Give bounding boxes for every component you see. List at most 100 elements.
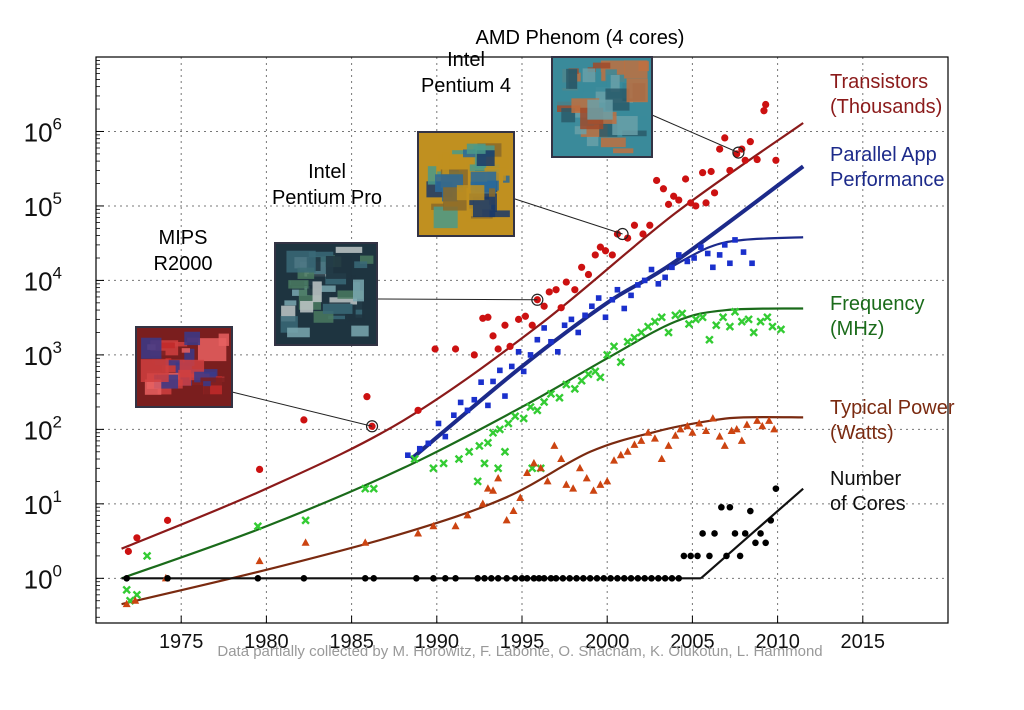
frequency-point <box>493 464 503 473</box>
cores-point <box>300 575 308 582</box>
frequency-point <box>698 313 707 322</box>
transistor-point <box>653 176 661 185</box>
parallel-perf-point <box>641 277 648 284</box>
parallel-perf-point <box>435 420 442 427</box>
transistor-point <box>760 107 768 115</box>
power-point <box>688 428 697 436</box>
cores-point <box>573 575 580 582</box>
cores-point <box>723 552 730 560</box>
cores-point <box>726 503 734 511</box>
y-tick-exponent: 3 <box>53 338 62 357</box>
frequency-point <box>609 342 619 351</box>
power-point <box>536 463 545 472</box>
frequency-point <box>630 333 639 342</box>
y-tick-exponent: 2 <box>53 412 62 431</box>
callout-ring <box>365 420 379 433</box>
transistor-point <box>578 263 586 271</box>
series-label-line: Transistors <box>830 71 928 93</box>
transistor-point <box>664 200 673 208</box>
parallel-perf-point <box>595 295 602 301</box>
transistor-point <box>414 406 422 414</box>
transistor-point <box>540 302 548 310</box>
cores-point <box>687 552 694 560</box>
power-point <box>637 436 646 444</box>
power-point <box>575 463 584 472</box>
parallel-perf-point <box>716 252 723 258</box>
power-point <box>758 421 767 430</box>
series-label: Typical Power (Watts) <box>830 397 955 444</box>
chip-die-image <box>417 131 515 237</box>
chip-label-line: MIPS <box>159 227 208 249</box>
transistor-point <box>772 156 780 164</box>
power-point <box>664 441 673 449</box>
callout-leader <box>511 197 623 235</box>
frequency-point <box>776 325 786 334</box>
frequency-point <box>132 590 142 600</box>
series-label-line: (Watts) <box>830 422 894 444</box>
frequency-point <box>475 441 484 451</box>
transistor-point <box>533 296 541 304</box>
parallel-perf-point <box>602 314 609 321</box>
cores-point <box>706 552 713 560</box>
cores-point <box>668 575 676 582</box>
power-point <box>765 416 774 424</box>
y-tick-base: 10 <box>24 341 53 371</box>
power-point <box>451 521 460 530</box>
y-tick-base: 10 <box>24 490 53 520</box>
parallel-perf-point <box>669 264 675 271</box>
parallel-perf-point <box>405 452 411 458</box>
series-label-line: (Thousands) <box>830 96 942 118</box>
cores-point <box>607 575 614 582</box>
cores-point <box>452 575 459 582</box>
power-point <box>516 493 525 501</box>
transistor-point <box>571 286 579 294</box>
parallel-perf-point <box>575 329 582 336</box>
parallel-perf-point <box>464 407 471 414</box>
cores-point <box>718 503 725 511</box>
frequency-point <box>510 412 520 421</box>
cores-point <box>699 530 706 537</box>
y-tick-label: 106 <box>24 114 62 147</box>
power-point <box>742 420 751 428</box>
chip-label-line: Intel <box>447 49 485 71</box>
transistor-point <box>591 251 599 259</box>
credit-text: Data partially collected by M. Horowitz,… <box>217 643 822 660</box>
series-labels: Transistors (Thousands) Parallel App Perfor… <box>830 71 955 515</box>
frequency-point <box>705 335 714 344</box>
power-point <box>429 521 438 530</box>
parallel-perf-point <box>515 349 522 355</box>
frequency-point <box>744 315 753 324</box>
frequency-point <box>657 313 666 322</box>
power-point <box>644 428 653 436</box>
power-point <box>483 484 492 492</box>
chip-label-line: Pentium Pro <box>272 187 382 209</box>
transistor-point <box>762 100 770 109</box>
frequency-point <box>369 484 379 493</box>
parallel-perf-point <box>490 378 496 385</box>
cores-point <box>518 575 526 582</box>
cores-point <box>559 575 567 582</box>
transistor-point <box>501 321 509 329</box>
transistor-point <box>300 416 308 424</box>
parallel-perf-point <box>416 445 423 452</box>
chip-label: MIPS R2000 <box>154 227 213 275</box>
cores-point <box>675 575 683 582</box>
frequency-point <box>546 389 556 399</box>
x-tick-label: 1990 <box>415 631 460 653</box>
cores-point <box>361 575 369 582</box>
transistor-point <box>514 315 523 323</box>
transistor-point <box>699 169 707 177</box>
cores-point <box>540 575 548 582</box>
power-point <box>650 434 659 442</box>
parallel-perf-point <box>628 292 634 299</box>
frequency-point <box>454 454 464 464</box>
power-point <box>122 599 131 608</box>
transistor-point <box>753 155 761 164</box>
y-tick-label: 101 <box>24 487 62 520</box>
parallel-perf-point <box>721 242 728 248</box>
x-tick-label: 2005 <box>670 631 715 653</box>
transistor-point <box>552 286 560 294</box>
cores-point <box>474 575 481 582</box>
frequency-point <box>360 484 370 493</box>
power-point <box>131 596 140 604</box>
